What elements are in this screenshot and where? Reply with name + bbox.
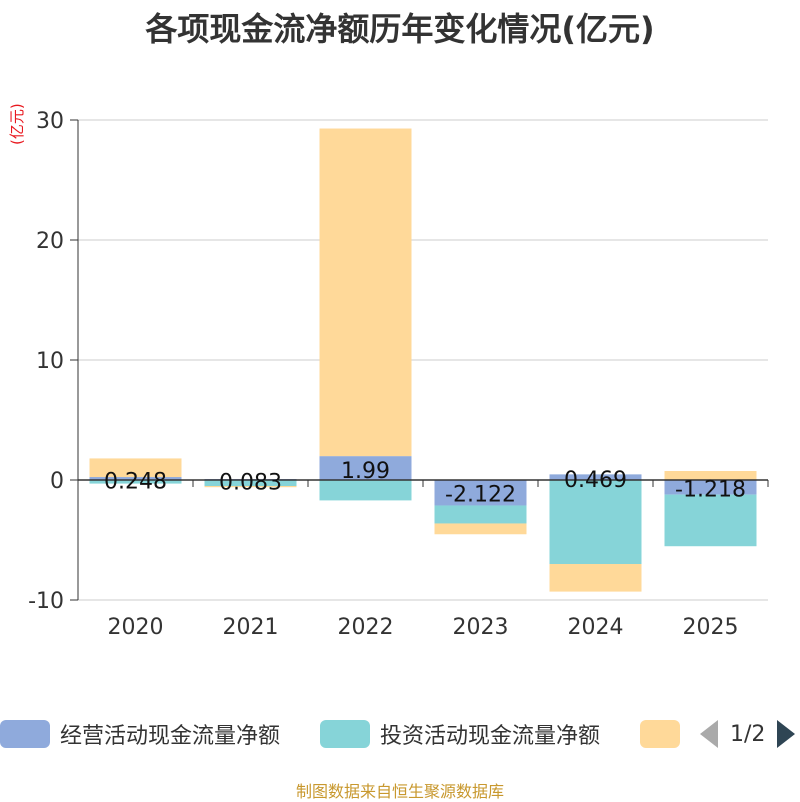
chart-title: 各项现金流净额历年变化情况(亿元): [145, 10, 655, 48]
y-tick-label: 0: [50, 469, 64, 494]
bar-financing-2024: [549, 564, 642, 592]
y-tick-label: -10: [28, 589, 64, 614]
legend-label-operating: 经营活动现金流量净额: [60, 724, 281, 749]
bar-operating-2020: [89, 477, 182, 480]
x-tick-label: 2025: [683, 615, 739, 640]
x-tick-label: 2020: [108, 615, 164, 640]
legend-item-operating[interactable]: 经营活动现金流量净额: [0, 714, 280, 754]
bar-investing-2025: [664, 494, 757, 547]
legend-item-financing[interactable]: [640, 714, 690, 754]
legend-swatch-investing: [320, 720, 370, 748]
legend-prev-page-icon[interactable]: [700, 720, 718, 748]
data-label: 0.083: [219, 471, 282, 496]
bar-financing-2021: [204, 486, 297, 488]
y-tick-label: 10: [36, 349, 64, 374]
legend: 经营活动现金流量净额 投资活动现金流量净额 1/2: [0, 714, 800, 754]
data-label: 0.469: [564, 468, 627, 493]
chart-area: -10 0 10 20 30 0.248 0.083 1.99 -2.122 0.469 -1.21…: [28, 109, 769, 640]
legend-swatch-operating: [0, 720, 50, 748]
bar-financing-2022: [319, 128, 412, 457]
y-tick-label: 30: [36, 109, 64, 134]
data-label: -1.218: [675, 477, 746, 502]
legend-next-page-icon[interactable]: [777, 720, 796, 748]
x-tick-label: 2021: [223, 615, 279, 640]
data-label: 0.248: [104, 470, 167, 495]
bar-operating-2025: [664, 480, 757, 495]
x-tick-label: 2023: [453, 615, 509, 640]
bar-operating-2022: [319, 456, 412, 480]
legend-swatch-financing: [640, 720, 680, 748]
bar-operating-2023: [434, 480, 527, 506]
bar-investing-2021: [204, 480, 297, 486]
bar-investing-2020: [89, 480, 182, 484]
bar-investing-2024: [549, 480, 642, 564]
bar-financing-2020: [89, 458, 182, 478]
bar-investing-2023: [434, 505, 527, 524]
bar-operating-2024: [549, 474, 642, 480]
y-tick-label: 20: [36, 229, 64, 254]
legend-pager: 1/2: [700, 714, 796, 754]
legend-item-investing[interactable]: 投资活动现金流量净额: [320, 714, 600, 754]
legend-label-investing: 投资活动现金流量净额: [380, 724, 601, 749]
bar-investing-2022: [319, 480, 412, 501]
x-tick-label: 2024: [568, 615, 624, 640]
data-label: -2.122: [445, 483, 516, 508]
x-tick-label: 2022: [338, 615, 394, 640]
data-label: 1.99: [341, 459, 390, 484]
legend-page-indicator: 1/2: [730, 721, 766, 747]
bar-financing-2023: [434, 523, 527, 535]
data-source-note: 制图数据来自恒生聚源数据库: [295, 782, 504, 801]
bar-financing-2025: [664, 471, 757, 480]
